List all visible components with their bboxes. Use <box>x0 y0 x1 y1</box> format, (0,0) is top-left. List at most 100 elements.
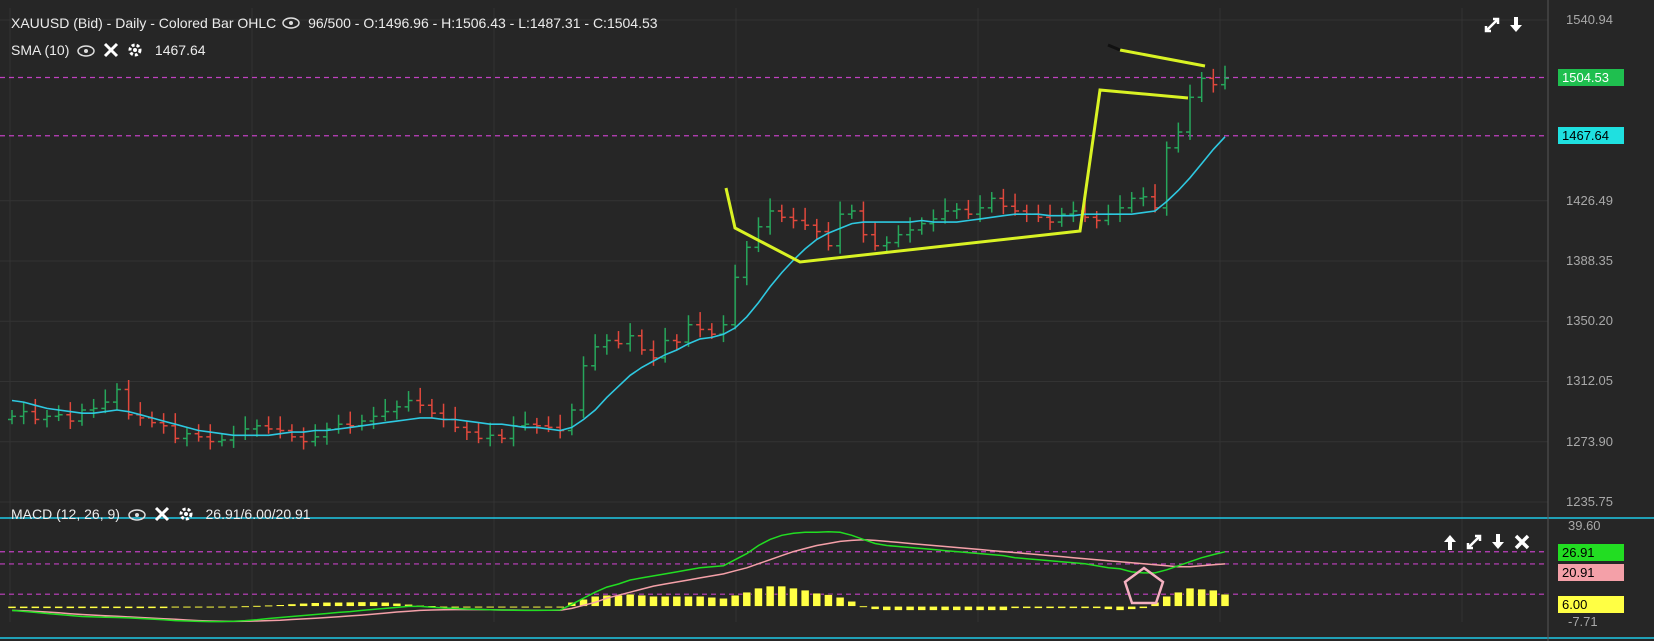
close-icon[interactable] <box>1513 533 1531 551</box>
move-down-icon[interactable] <box>1489 533 1507 551</box>
last-price-tag: 1504.53 <box>1558 68 1624 86</box>
histogram-bar <box>1162 595 1171 607</box>
histogram-bar <box>217 606 227 609</box>
histogram-bar <box>859 605 868 608</box>
histogram-bar <box>649 595 658 607</box>
histogram-bar <box>462 606 472 609</box>
histogram-bar <box>159 606 168 609</box>
histogram-bar <box>614 594 623 607</box>
histogram-bar <box>147 606 157 609</box>
histogram-bar <box>7 606 17 609</box>
gear-icon[interactable] <box>178 506 194 525</box>
histogram-bar <box>509 606 518 609</box>
histogram-bar <box>182 606 192 609</box>
download-icon[interactable] <box>1507 16 1525 34</box>
histogram-bar <box>54 606 63 609</box>
histogram-bar <box>870 606 880 610</box>
histogram-bar <box>299 603 308 607</box>
histogram-bar <box>1010 606 1020 609</box>
histogram-bar <box>1139 606 1148 609</box>
histogram-bar <box>229 606 238 609</box>
histogram-bar <box>497 606 507 609</box>
histogram-bar <box>602 594 612 607</box>
histogram-bar <box>999 606 1008 611</box>
histogram-bar <box>777 585 787 607</box>
price-tick-label: 1273.90 <box>1566 433 1613 449</box>
histogram-bar <box>1057 606 1066 609</box>
histogram-bar <box>392 603 402 607</box>
histogram-bar <box>940 606 950 611</box>
histogram-bar <box>334 602 343 607</box>
sma-header: SMA (10) 1467.64 <box>11 42 206 61</box>
macd-header: MACD (12, 26, 9) 26.91/6.00/20.91 <box>11 506 311 525</box>
close-icon[interactable] <box>154 506 170 525</box>
expand-icon[interactable] <box>1483 16 1501 34</box>
histogram-bar <box>19 606 28 609</box>
histogram-bar <box>684 595 693 607</box>
histogram-bar <box>322 602 332 607</box>
eye-icon[interactable] <box>128 508 146 524</box>
histogram-bar <box>695 595 705 607</box>
histogram-bar <box>1115 606 1125 611</box>
eye-icon[interactable] <box>77 44 95 60</box>
close-icon[interactable] <box>103 42 119 61</box>
histogram-bar <box>824 594 833 607</box>
histogram-bar <box>754 587 763 607</box>
histogram-bar <box>1197 588 1206 607</box>
histogram-bar <box>800 589 810 607</box>
histogram-bar <box>1174 591 1183 607</box>
histogram-bar <box>707 596 717 607</box>
histogram-bar <box>637 594 647 607</box>
histogram-bar <box>952 606 961 611</box>
histogram-bar <box>835 596 845 607</box>
histogram-bar <box>194 606 203 609</box>
histogram-bar <box>206 606 215 609</box>
histogram-bar <box>241 605 250 608</box>
histogram-bar <box>1185 587 1195 607</box>
histogram-bar <box>905 606 915 611</box>
histogram-bar <box>112 606 122 609</box>
histogram-bar <box>672 595 682 607</box>
histogram-bar <box>1209 589 1218 607</box>
expand-icon[interactable] <box>1465 533 1483 551</box>
symbol-label: XAUUSD (Bid) - Daily - Colored Bar OHLC <box>11 15 277 31</box>
histogram-bar <box>625 593 635 607</box>
histogram-bar <box>789 587 798 607</box>
histogram-bar <box>89 606 98 609</box>
histogram-bar <box>66 606 75 609</box>
histogram-bar <box>287 603 297 607</box>
gear-icon[interactable] <box>127 42 143 61</box>
histogram-bar <box>276 604 285 607</box>
histogram-bar <box>964 606 973 611</box>
histogram-bar <box>1092 606 1101 609</box>
eye-icon[interactable] <box>282 16 300 32</box>
price-tick-label: 1312.05 <box>1566 373 1613 389</box>
histogram-bar <box>42 606 52 609</box>
flag-pattern-line <box>724 88 1189 264</box>
histogram-bar <box>520 606 530 609</box>
histogram-bar <box>987 606 996 611</box>
sma-value: 1467.64 <box>154 42 206 59</box>
histogram-bar <box>555 606 565 609</box>
histogram-bar <box>730 594 740 607</box>
price-tick-label: 1426.49 <box>1566 192 1613 208</box>
histogram-tag: 6.00 <box>1558 596 1624 613</box>
histogram-bar <box>380 602 390 607</box>
histogram-bar <box>1220 593 1230 607</box>
histogram-bar <box>1127 606 1136 610</box>
histogram-bar <box>1069 606 1078 609</box>
macd-label: MACD (12, 26, 9) <box>11 506 120 523</box>
macd-value: 26.91/6.00/20.91 <box>205 506 311 523</box>
histogram-bar <box>31 606 40 609</box>
macd-tick-label: -7.71 <box>1568 614 1598 629</box>
move-up-icon[interactable] <box>1441 533 1459 551</box>
histogram-bar <box>917 606 926 611</box>
macd-tag: 26.91 <box>1558 544 1624 561</box>
price-pane-toolbar <box>1483 16 1525 34</box>
histogram-bar <box>929 606 938 611</box>
histogram-bar <box>719 597 728 607</box>
histogram-bar <box>1045 606 1055 609</box>
histogram-bar <box>485 606 495 609</box>
histogram-bar <box>765 585 775 607</box>
